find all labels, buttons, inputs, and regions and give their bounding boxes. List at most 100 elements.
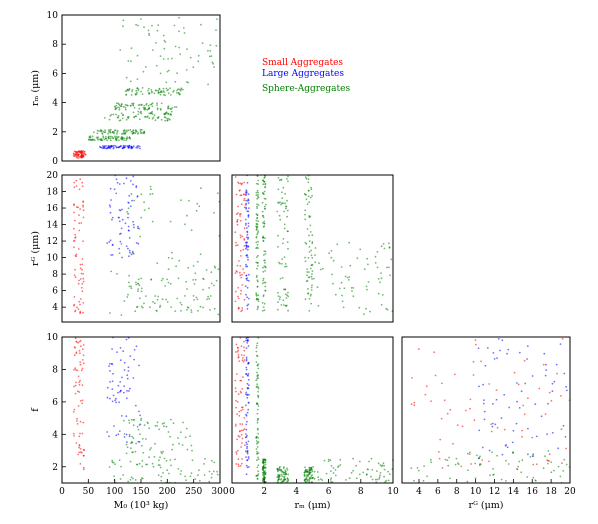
data-point [79, 432, 81, 435]
data-point [155, 42, 157, 44]
data-point [264, 203, 267, 206]
data-point [74, 268, 76, 271]
data-point [167, 58, 170, 60]
data-point [169, 459, 172, 461]
data-point [246, 445, 249, 448]
data-point [312, 476, 315, 479]
data-point [380, 277, 383, 280]
data-point [118, 252, 121, 255]
data-point [154, 89, 157, 92]
data-point [186, 214, 188, 217]
data-point [158, 428, 161, 431]
data-point [547, 450, 550, 452]
data-point [366, 288, 368, 291]
data-point [257, 387, 260, 390]
data-point [257, 470, 259, 473]
data-point [285, 297, 288, 299]
data-point [73, 211, 75, 214]
data-point [164, 285, 167, 287]
series-sphere-aggregates [109, 185, 221, 316]
data-point [93, 131, 95, 134]
data-point [178, 259, 181, 262]
data-point [413, 479, 415, 482]
data-point [139, 147, 141, 150]
data-point [154, 119, 157, 122]
data-point [119, 381, 122, 383]
data-point [287, 473, 290, 476]
data-point [483, 399, 485, 401]
data-point [559, 475, 562, 478]
data-point [543, 352, 546, 355]
data-point [120, 243, 123, 245]
data-point [467, 469, 469, 472]
data-point [74, 384, 77, 387]
data-point [439, 438, 442, 441]
data-point [490, 430, 493, 433]
data-point [113, 475, 115, 478]
data-point [245, 391, 248, 394]
data-point [390, 258, 393, 261]
data-point [526, 345, 529, 347]
data-point [129, 137, 132, 140]
data-point [77, 248, 80, 250]
data-point [499, 349, 501, 352]
data-point [379, 472, 382, 474]
data-point [422, 479, 425, 482]
data-point [321, 267, 324, 270]
data-point [111, 218, 113, 221]
data-point [245, 428, 248, 431]
data-point [140, 477, 143, 479]
data-point [76, 423, 79, 425]
data-point [245, 337, 248, 340]
data-point [119, 240, 122, 243]
data-point [122, 350, 125, 353]
data-point [129, 205, 132, 208]
data-point [169, 113, 172, 115]
data-point [376, 250, 379, 253]
data-point [238, 260, 240, 262]
data-point [134, 115, 137, 118]
data-point [144, 108, 147, 111]
data-point [131, 90, 133, 93]
data-point [245, 274, 248, 277]
data-point [81, 359, 84, 361]
data-point [96, 129, 99, 132]
data-point [124, 222, 127, 225]
data-point [159, 456, 161, 459]
data-point [83, 150, 86, 153]
data-point [306, 203, 309, 206]
data-point [111, 459, 114, 462]
data-point [281, 277, 284, 279]
data-point [72, 432, 75, 435]
data-point [277, 188, 280, 191]
data-point [317, 479, 320, 481]
data-point [565, 447, 567, 450]
data-point [386, 266, 388, 269]
data-point [187, 266, 190, 269]
data-point [350, 287, 353, 289]
data-point [430, 400, 432, 403]
data-point [96, 132, 99, 135]
data-point [281, 481, 283, 483]
data-point [257, 464, 260, 467]
data-point [82, 466, 85, 469]
data-point [235, 244, 237, 247]
data-point [237, 465, 240, 468]
data-point [166, 70, 169, 73]
data-point [246, 466, 249, 469]
data-point [491, 451, 493, 454]
data-point [108, 435, 110, 438]
series-large-aggregates [106, 336, 142, 443]
data-point [171, 107, 174, 109]
data-point [454, 373, 456, 376]
data-point [148, 456, 151, 459]
data-point [122, 474, 124, 476]
data-point [134, 479, 137, 481]
data-point [542, 467, 545, 470]
data-point [443, 399, 446, 402]
data-point [239, 274, 242, 277]
data-point [108, 145, 111, 148]
data-point [255, 228, 258, 231]
data-point [78, 383, 81, 386]
data-point [132, 131, 135, 134]
